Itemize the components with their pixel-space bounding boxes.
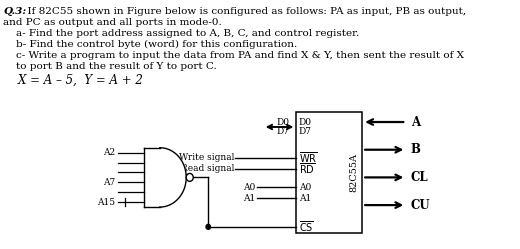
Text: c- Write a program to input the data from PA and find X & Y, then sent the resul: c- Write a program to input the data fro…: [3, 51, 464, 60]
Text: Q.3:: Q.3:: [3, 7, 27, 16]
Text: a- Find the port address assigned to A, B, C, and control register.: a- Find the port address assigned to A, …: [3, 29, 359, 38]
Text: A2: A2: [103, 148, 115, 157]
Text: D7: D7: [276, 127, 289, 136]
Text: and PC as output and all ports in mode-0.: and PC as output and all ports in mode-0…: [3, 18, 222, 27]
Text: 82C55A: 82C55A: [350, 153, 359, 192]
Text: D0: D0: [276, 118, 289, 126]
Text: A0: A0: [243, 183, 255, 192]
Text: Write signal: Write signal: [179, 153, 235, 162]
Text: $\overline{\rm RD}$: $\overline{\rm RD}$: [299, 161, 315, 176]
Text: A0: A0: [299, 183, 311, 192]
Text: X = A – 5,  Y = A + 2: X = A – 5, Y = A + 2: [3, 73, 143, 87]
Polygon shape: [160, 148, 186, 207]
Text: B: B: [411, 143, 421, 156]
Circle shape: [206, 224, 211, 229]
Text: D0: D0: [299, 118, 312, 126]
Text: CU: CU: [411, 199, 430, 212]
Bar: [296, 112, 362, 233]
Text: A1: A1: [299, 194, 311, 203]
Text: $\overline{\rm WR}$: $\overline{\rm WR}$: [299, 150, 317, 165]
Text: to port B and the result of Y to port C.: to port B and the result of Y to port C.: [3, 62, 217, 71]
Text: Read signal: Read signal: [181, 164, 235, 173]
Text: A15: A15: [97, 198, 115, 207]
Text: b- Find the control byte (word) for this configuration.: b- Find the control byte (word) for this…: [3, 40, 297, 49]
Text: A: A: [411, 116, 420, 128]
Text: A1: A1: [243, 194, 255, 203]
Circle shape: [186, 174, 193, 181]
Text: A7: A7: [102, 178, 115, 187]
Text: $\overline{\rm CS}$: $\overline{\rm CS}$: [299, 219, 314, 234]
Text: D7: D7: [299, 127, 312, 136]
Text: CL: CL: [411, 171, 428, 184]
Text: If 82C55 shown in Figure below is configured as follows: PA as input, PB as outp: If 82C55 shown in Figure below is config…: [21, 7, 466, 16]
